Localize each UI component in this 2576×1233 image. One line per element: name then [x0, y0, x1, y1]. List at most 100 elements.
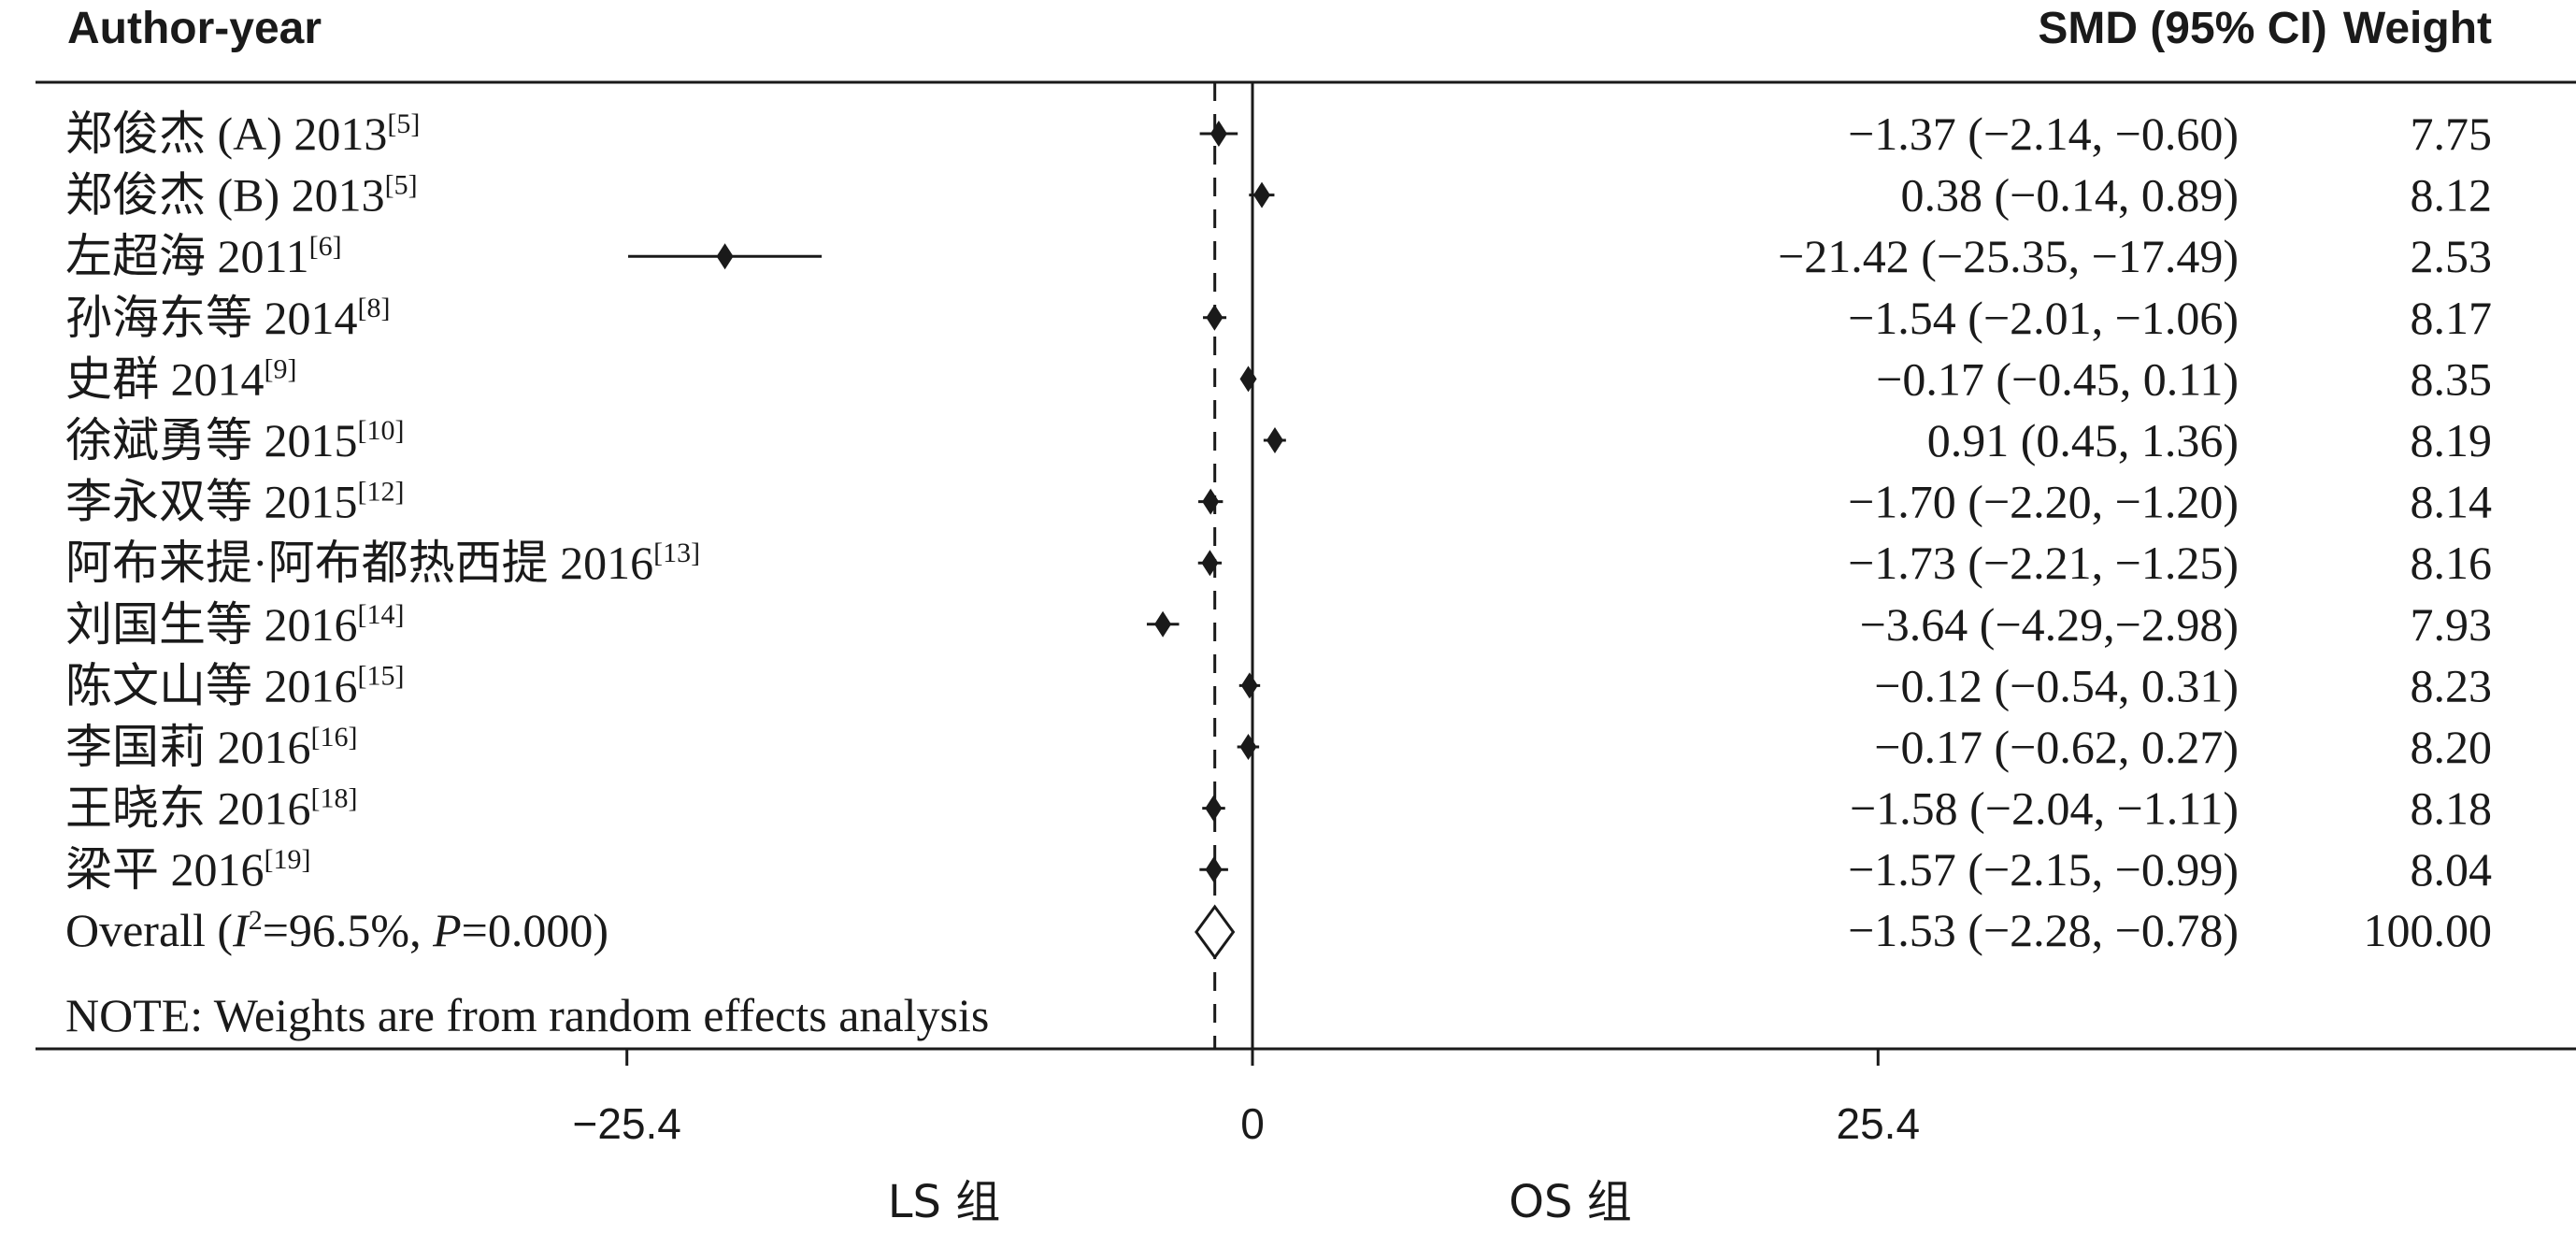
- study-point-marker: [1205, 795, 1223, 822]
- study-row: 刘国生等 2016[14] −3.64 (−4.29,−2.98) 7.93: [65, 598, 2492, 651]
- study-ref: [15]: [358, 660, 405, 691]
- study-ci-text: −0.17 (−0.62, 0.27): [1874, 721, 2239, 773]
- study-row: 王晓东 2016[18] −1.58 (−2.04, −1.11) 8.18: [65, 782, 2492, 835]
- overall-ci-text: −1.53 (−2.28, −0.78): [1848, 904, 2239, 956]
- study-rows: 郑俊杰 (A) 2013[5] −1.37 (−2.14, −0.60) 7.75郑…: [65, 108, 2492, 896]
- overall-row: Overall (I2=96.5%, P=0.000) −1.53 (−2.28…: [65, 904, 2493, 960]
- x-axis-tick-label: 25.4: [1837, 1099, 1921, 1148]
- study-weight: 8.14: [2411, 476, 2493, 528]
- study-ref: [5]: [387, 108, 420, 139]
- study-name: 郑俊杰 (A) 2013: [65, 108, 387, 160]
- study-point-marker: [1240, 672, 1258, 699]
- study-ci-text: −1.54 (−2.01, −1.06): [1848, 292, 2239, 344]
- study-label: 陈文山等 2016[15]: [65, 659, 404, 711]
- study-name: 陈文山等 2016: [65, 659, 358, 711]
- study-label: 李永双等 2015[12]: [65, 476, 404, 528]
- study-row: 李国莉 2016[16] −0.17 (−0.62, 0.27) 8.20: [65, 721, 2492, 773]
- study-ref: [14]: [358, 599, 405, 630]
- study-name: 李国莉 2016: [65, 721, 311, 773]
- study-ci-text: −0.12 (−0.54, 0.31): [1874, 659, 2239, 711]
- study-name: 阿布来提·阿布都热西提 2016: [65, 537, 653, 589]
- overall-weight: 100.00: [2364, 904, 2493, 956]
- study-name: 刘国生等 2016: [65, 598, 358, 651]
- study-ref: [9]: [265, 353, 297, 384]
- study-point-marker: [1239, 366, 1257, 393]
- study-label: 左超海 2011[6]: [65, 230, 342, 282]
- study-name: 徐斌勇等 2015: [65, 414, 358, 466]
- study-label: 郑俊杰 (B) 2013[5]: [65, 169, 418, 222]
- study-ci-text: −0.17 (−0.45, 0.11): [1876, 352, 2239, 405]
- study-row: 徐斌勇等 2015[10] 0.91 (0.45, 1.36) 8.19: [65, 414, 2492, 466]
- study-label: 孙海东等 2014[8]: [65, 292, 390, 344]
- study-point-marker: [1266, 427, 1283, 453]
- study-name: 左超海 2011: [65, 230, 309, 282]
- study-row: 郑俊杰 (B) 2013[5] 0.38 (−0.14, 0.89) 8.12: [65, 169, 2492, 222]
- overall-label: Overall (I2=96.5%, P=0.000): [65, 904, 608, 956]
- study-label: 李国莉 2016[16]: [65, 721, 357, 773]
- study-row: 梁平 2016[19] −1.57 (−2.15, −0.99) 8.04: [65, 843, 2492, 896]
- study-point-marker: [1202, 488, 1220, 515]
- study-row: 史群 2014[9] −0.17 (−0.45, 0.11) 8.35: [65, 352, 2492, 405]
- study-weight: 2.53: [2411, 230, 2493, 282]
- study-label: 史群 2014[9]: [65, 352, 296, 405]
- study-weight: 8.04: [2411, 843, 2493, 896]
- study-ci-text: −1.37 (−2.14, −0.60): [1848, 108, 2239, 160]
- study-name: 郑俊杰 (B) 2013: [65, 169, 385, 222]
- study-name: 李永双等 2015: [65, 476, 358, 528]
- study-ref: [19]: [265, 844, 311, 875]
- study-label: 王晓东 2016[18]: [65, 782, 357, 835]
- study-label: 梁平 2016[19]: [65, 843, 310, 896]
- study-ci-text: −21.42 (−25.35, −17.49): [1778, 230, 2239, 282]
- study-weight: 7.93: [2411, 598, 2493, 651]
- study-ci-text: 0.38 (−0.14, 0.89): [1901, 169, 2240, 222]
- x-axis-tick-label: −25.4: [573, 1099, 681, 1148]
- weight-column-header: Weight: [2343, 4, 2492, 53]
- study-label: 刘国生等 2016[14]: [65, 598, 404, 651]
- study-name: 孙海东等 2014: [65, 292, 358, 344]
- weights-note: NOTE: Weights are from random effects an…: [65, 989, 989, 1041]
- study-row: 李永双等 2015[12] −1.70 (−2.20, −1.20) 8.14: [65, 476, 2492, 528]
- study-point-marker: [1253, 181, 1271, 208]
- study-weight: 8.16: [2411, 537, 2493, 589]
- study-ci-text: −1.73 (−2.21, −1.25): [1848, 537, 2239, 589]
- study-ref: [12]: [358, 477, 405, 508]
- study-point-marker: [1209, 121, 1227, 147]
- study-name: 史群 2014: [65, 352, 265, 405]
- study-ci-text: −1.58 (−2.04, −1.11): [1850, 782, 2239, 835]
- study-weight: 8.18: [2411, 782, 2493, 835]
- study-weight: 8.19: [2411, 414, 2493, 466]
- study-name: 王晓东 2016: [65, 782, 311, 835]
- study-ref: [5]: [385, 170, 418, 201]
- study-weight: 8.23: [2411, 659, 2493, 711]
- study-point-marker: [1239, 734, 1257, 760]
- x-axis-ticks: −25.4 0 25.4: [573, 1049, 1921, 1148]
- x-axis-tick-label: 0: [1240, 1099, 1265, 1148]
- study-name: 梁平 2016: [65, 843, 265, 896]
- study-ref: [8]: [358, 293, 391, 323]
- study-ci-text: −1.57 (−2.15, −0.99): [1848, 843, 2239, 896]
- study-weight: 8.12: [2411, 169, 2493, 222]
- study-weight: 8.35: [2411, 352, 2493, 405]
- study-ref: [13]: [653, 538, 700, 568]
- study-column-header: Author-year: [67, 4, 322, 53]
- study-point-marker: [1154, 610, 1172, 638]
- study-row: 阿布来提·阿布都热西提 2016[13] −1.73 (−2.21, −1.25)…: [65, 537, 2492, 589]
- study-ci-text: 0.91 (0.45, 1.36): [1927, 414, 2239, 466]
- study-weight: 8.17: [2411, 292, 2493, 344]
- study-row: 陈文山等 2016[15] −0.12 (−0.54, 0.31) 8.23: [65, 659, 2492, 711]
- overall-diamond: [1195, 904, 1236, 960]
- study-label: 徐斌勇等 2015[10]: [65, 414, 404, 466]
- study-row: 左超海 2011[6] −21.42 (−25.35, −17.49) 2.53: [65, 230, 2492, 282]
- study-label: 阿布来提·阿布都热西提 2016[13]: [65, 537, 700, 589]
- study-weight: 7.75: [2411, 108, 2493, 160]
- study-ref: [6]: [309, 231, 342, 262]
- study-point-marker: [716, 243, 734, 270]
- study-label: 郑俊杰 (A) 2013[5]: [65, 108, 420, 160]
- left-side-label: LS 组: [888, 1176, 1000, 1228]
- study-ref: [18]: [311, 783, 358, 814]
- study-ci-text: −1.70 (−2.20, −1.20): [1848, 476, 2239, 528]
- smd-column-header: SMD (95% CI): [2038, 4, 2326, 53]
- study-ci-text: −3.64 (−4.29,−2.98): [1860, 598, 2239, 651]
- study-ref: [10]: [358, 415, 405, 446]
